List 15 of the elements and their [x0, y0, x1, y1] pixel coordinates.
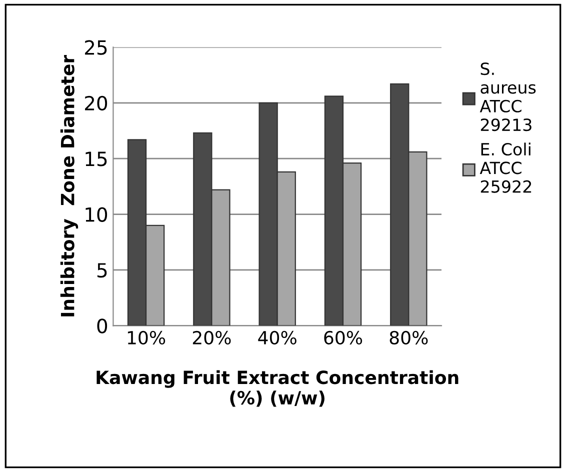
- y-tick-label: 15: [86, 152, 107, 166]
- legend-label: S. aureus ATCC 29213: [480, 62, 536, 132]
- x-tick-label: 60%: [324, 330, 362, 345]
- legend-label: E. Coli ATCC 25922: [480, 142, 532, 193]
- x-tick-label: 10%: [128, 330, 166, 345]
- y-tick-label: 20: [85, 96, 108, 111]
- x-tick-label: 20%: [192, 330, 231, 345]
- y-tick-label: 0: [97, 318, 108, 334]
- x-axis-title: Kawang Fruit Extract Concentration (%) (w/w): [96, 370, 458, 407]
- y-tick-label: 10: [86, 207, 108, 222]
- y-axis-title: Inhibitory Zone Diameter: [60, 54, 78, 316]
- y-tick-label: 25: [85, 40, 107, 55]
- x-tick-label: 40%: [258, 330, 296, 345]
- x-tick-label: 80%: [390, 330, 428, 345]
- y-tick-label: 5: [97, 263, 107, 278]
